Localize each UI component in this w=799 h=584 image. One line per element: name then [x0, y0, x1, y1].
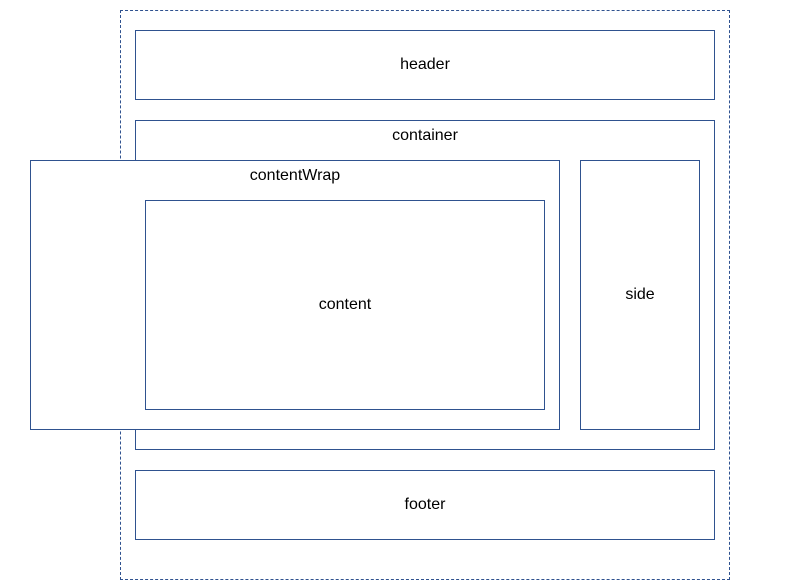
footer-box: footer: [135, 470, 715, 540]
header-box: header: [135, 30, 715, 100]
contentwrap-label: contentWrap: [250, 167, 340, 185]
diagram-stage: header container contentWrap content sid…: [0, 0, 799, 584]
side-label: side: [625, 286, 654, 304]
header-label: header: [400, 56, 450, 74]
content-label: content: [319, 296, 371, 314]
footer-label: footer: [405, 496, 446, 514]
side-box: side: [580, 160, 700, 430]
container-label: container: [392, 127, 458, 145]
content-box: content: [145, 200, 545, 410]
